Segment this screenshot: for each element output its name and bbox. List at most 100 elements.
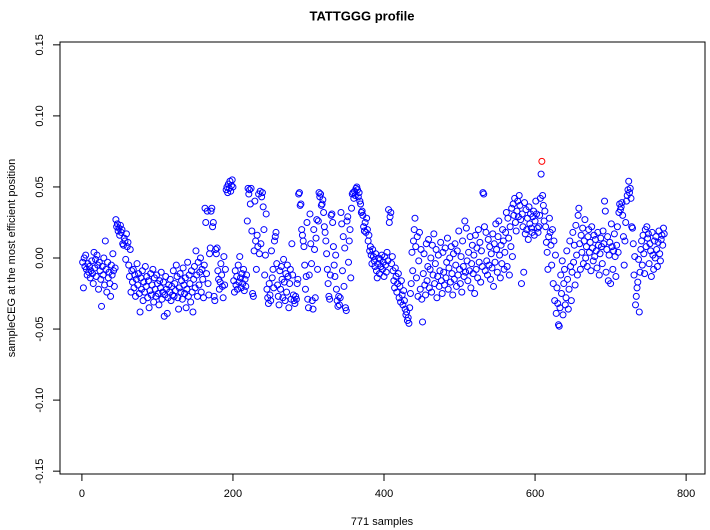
point: [581, 216, 589, 224]
point: [299, 237, 307, 245]
point: [491, 258, 499, 266]
point: [416, 228, 424, 236]
point: [620, 261, 628, 269]
point: [100, 254, 108, 262]
point: [321, 228, 329, 236]
point: [221, 281, 229, 289]
point: [425, 284, 433, 292]
point: [235, 278, 243, 286]
point: [573, 271, 581, 279]
point: [499, 237, 507, 245]
point: [498, 260, 506, 268]
point: [535, 223, 543, 231]
point: [298, 226, 306, 234]
point: [213, 244, 221, 252]
point: [292, 292, 300, 300]
point: [126, 245, 134, 253]
point: [455, 227, 463, 235]
point: [407, 280, 415, 288]
point: [170, 292, 178, 300]
point: [107, 292, 115, 300]
point: [456, 280, 464, 288]
point: [440, 268, 448, 276]
point: [122, 230, 130, 238]
point: [541, 207, 549, 215]
point: [388, 253, 396, 261]
y-tick-label: 0.10: [34, 105, 46, 126]
point: [234, 261, 242, 269]
point: [134, 281, 142, 289]
point: [520, 268, 528, 276]
point: [365, 231, 373, 239]
point: [200, 294, 208, 302]
x-tick-label: 800: [677, 488, 695, 500]
point: [304, 304, 312, 312]
point: [363, 214, 371, 222]
point: [489, 230, 497, 238]
point: [520, 199, 528, 207]
point: [93, 251, 101, 259]
point: [393, 288, 401, 296]
point: [538, 157, 546, 165]
point: [420, 250, 428, 258]
point: [335, 301, 343, 309]
point: [294, 275, 302, 283]
x-tick-label: 0: [79, 488, 85, 500]
point: [446, 254, 454, 262]
point: [342, 307, 350, 315]
point: [633, 284, 641, 292]
point: [476, 238, 484, 246]
point: [140, 278, 148, 286]
point: [411, 214, 419, 222]
point: [448, 270, 456, 278]
point: [268, 274, 276, 282]
point: [206, 250, 214, 258]
point: [303, 218, 311, 226]
y-tick-label: 0.15: [34, 34, 46, 55]
point: [560, 280, 568, 288]
point: [298, 231, 306, 239]
point: [427, 254, 435, 262]
point: [348, 204, 356, 212]
point: [584, 233, 592, 241]
point: [484, 236, 492, 244]
point: [195, 281, 203, 289]
point: [551, 251, 559, 259]
point: [280, 255, 288, 263]
point: [638, 261, 646, 269]
point: [549, 280, 557, 288]
point: [323, 265, 331, 273]
point: [636, 268, 644, 276]
point: [155, 301, 163, 309]
point: [567, 263, 575, 271]
point: [131, 271, 139, 279]
point: [188, 288, 196, 296]
point: [472, 265, 480, 273]
point: [341, 244, 349, 252]
x-axis-label: 771 samples: [351, 516, 414, 528]
point: [387, 209, 395, 217]
point: [464, 277, 472, 285]
point: [619, 211, 627, 219]
point: [603, 245, 611, 253]
point: [320, 209, 328, 217]
point: [122, 255, 130, 263]
point: [451, 240, 459, 248]
point: [331, 272, 339, 280]
point: [157, 268, 165, 276]
point: [184, 258, 192, 266]
point: [607, 280, 615, 288]
point: [536, 211, 544, 219]
point: [176, 270, 184, 278]
point: [277, 285, 285, 293]
point: [477, 247, 485, 255]
point: [329, 218, 337, 226]
point: [326, 271, 334, 279]
point: [576, 265, 584, 273]
point: [373, 274, 381, 282]
point: [240, 287, 248, 295]
point: [258, 189, 266, 197]
point: [653, 245, 661, 253]
point: [141, 263, 149, 271]
